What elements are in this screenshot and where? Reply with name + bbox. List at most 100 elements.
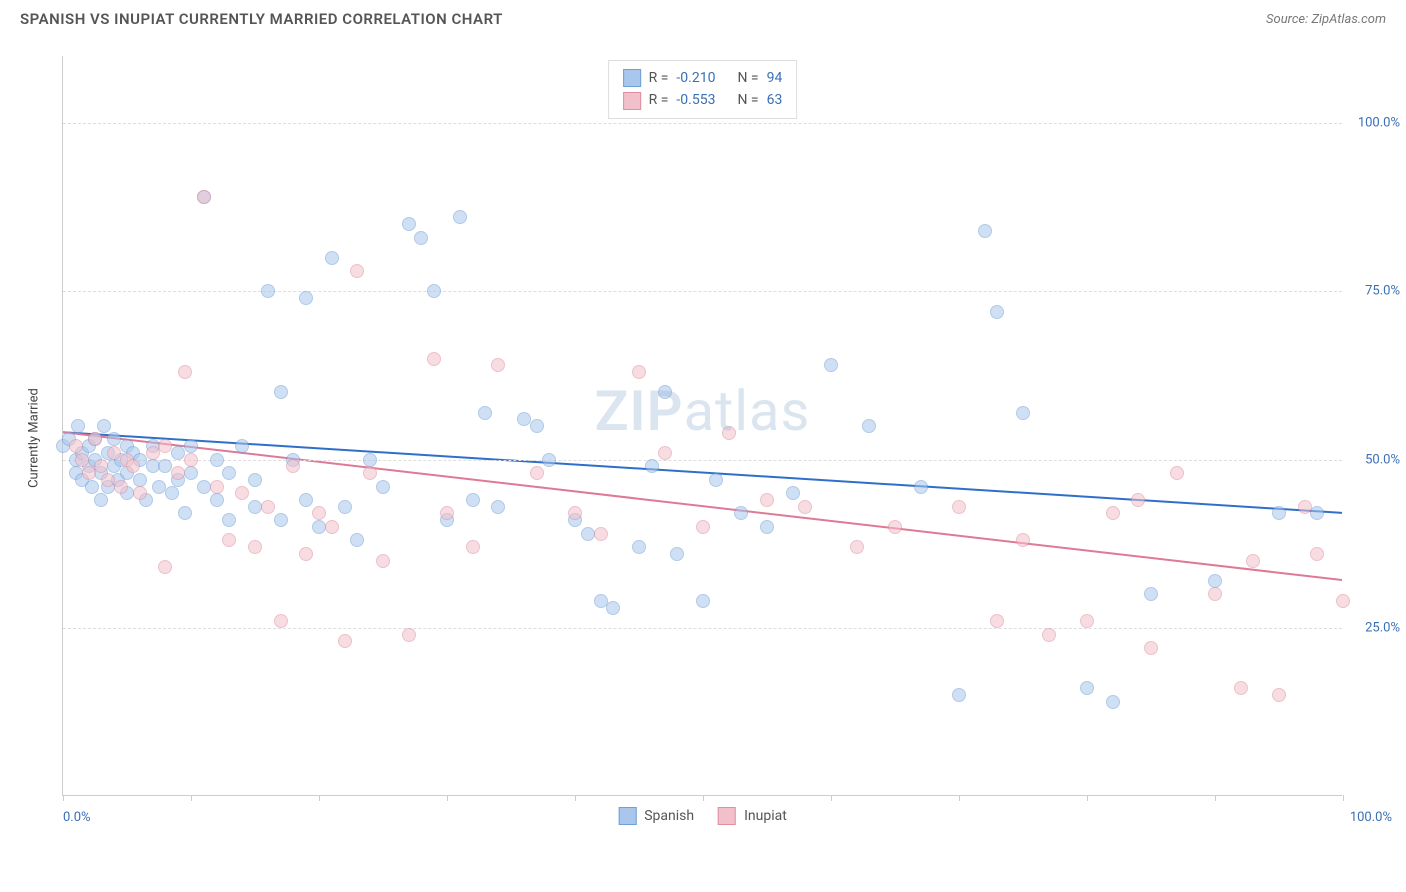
data-point bbox=[222, 533, 236, 547]
x-tick bbox=[959, 795, 960, 801]
data-point bbox=[402, 217, 416, 231]
data-point bbox=[632, 540, 646, 554]
correlation-chart: Currently Married ZIPatlas R =-0.210N =9… bbox=[40, 48, 1380, 828]
data-point bbox=[312, 506, 326, 520]
data-point bbox=[274, 385, 288, 399]
data-point bbox=[376, 554, 390, 568]
data-point bbox=[133, 473, 147, 487]
trend-lines bbox=[63, 56, 1342, 795]
data-point bbox=[414, 231, 428, 245]
data-point bbox=[299, 547, 313, 561]
data-point bbox=[210, 480, 224, 494]
data-point bbox=[632, 365, 646, 379]
data-point bbox=[478, 406, 492, 420]
data-point bbox=[1298, 500, 1312, 514]
stat-n-label: N = bbox=[737, 89, 758, 111]
data-point bbox=[734, 506, 748, 520]
x-tick bbox=[319, 795, 320, 801]
x-tick bbox=[1087, 795, 1088, 801]
data-point bbox=[914, 480, 928, 494]
data-point bbox=[1080, 614, 1094, 628]
data-point bbox=[1310, 547, 1324, 561]
data-point bbox=[184, 466, 198, 480]
data-point bbox=[427, 284, 441, 298]
data-point bbox=[171, 466, 185, 480]
data-point bbox=[97, 419, 111, 433]
gridline bbox=[63, 123, 1342, 124]
data-point bbox=[1272, 688, 1286, 702]
x-tick bbox=[63, 795, 64, 801]
data-point bbox=[94, 493, 108, 507]
data-point bbox=[1208, 587, 1222, 601]
data-point bbox=[274, 513, 288, 527]
stat-r-value: -0.210 bbox=[676, 67, 715, 89]
legend-swatch bbox=[623, 69, 641, 87]
series-legend: Spanish Inupiat bbox=[618, 807, 787, 825]
data-point bbox=[1336, 594, 1350, 608]
data-point bbox=[158, 560, 172, 574]
data-point bbox=[1234, 681, 1248, 695]
stat-r-value: -0.553 bbox=[676, 89, 715, 111]
data-point bbox=[114, 480, 128, 494]
data-point bbox=[71, 419, 85, 433]
x-tick bbox=[1343, 795, 1344, 801]
data-point bbox=[850, 540, 864, 554]
data-point bbox=[69, 439, 83, 453]
data-point bbox=[1016, 406, 1030, 420]
x-tick bbox=[191, 795, 192, 801]
data-point bbox=[722, 426, 736, 440]
data-point bbox=[274, 614, 288, 628]
stat-r-label: R = bbox=[649, 67, 669, 89]
data-point bbox=[760, 493, 774, 507]
series-name: Spanish bbox=[644, 808, 694, 824]
legend-swatch bbox=[618, 807, 636, 825]
x-tick bbox=[703, 795, 704, 801]
data-point bbox=[568, 506, 582, 520]
data-point bbox=[952, 500, 966, 514]
series-legend-item: Inupiat bbox=[718, 807, 787, 825]
data-point bbox=[184, 439, 198, 453]
data-point bbox=[178, 365, 192, 379]
source-attribution: Source: ZipAtlas.com bbox=[1266, 12, 1386, 27]
data-point bbox=[1131, 493, 1145, 507]
data-point bbox=[696, 520, 710, 534]
data-point bbox=[862, 419, 876, 433]
data-point bbox=[824, 358, 838, 372]
data-point bbox=[491, 500, 505, 514]
data-point bbox=[158, 439, 172, 453]
data-point bbox=[786, 486, 800, 500]
data-point bbox=[696, 594, 710, 608]
data-point bbox=[261, 500, 275, 514]
data-point bbox=[350, 533, 364, 547]
data-point bbox=[85, 480, 99, 494]
data-point bbox=[1246, 554, 1260, 568]
data-point bbox=[286, 459, 300, 473]
data-point bbox=[165, 486, 179, 500]
data-point bbox=[222, 513, 236, 527]
data-point bbox=[952, 688, 966, 702]
gridline bbox=[63, 291, 1342, 292]
data-point bbox=[376, 480, 390, 494]
data-point bbox=[760, 520, 774, 534]
data-point bbox=[1144, 641, 1158, 655]
data-point bbox=[440, 506, 454, 520]
data-point bbox=[466, 493, 480, 507]
data-point bbox=[530, 419, 544, 433]
data-point bbox=[178, 506, 192, 520]
stats-legend: R =-0.210N =94R =-0.553N =63 bbox=[608, 60, 798, 119]
x-tick bbox=[1215, 795, 1216, 801]
data-point bbox=[75, 453, 89, 467]
data-point bbox=[338, 500, 352, 514]
data-point bbox=[350, 264, 364, 278]
data-point bbox=[670, 547, 684, 561]
data-point bbox=[658, 446, 672, 460]
data-point bbox=[248, 540, 262, 554]
data-point bbox=[1106, 695, 1120, 709]
data-point bbox=[1106, 506, 1120, 520]
data-point bbox=[658, 385, 672, 399]
data-point bbox=[82, 466, 96, 480]
data-point bbox=[1170, 466, 1184, 480]
series-name: Inupiat bbox=[744, 808, 787, 824]
data-point bbox=[146, 446, 160, 460]
data-point bbox=[261, 284, 275, 298]
